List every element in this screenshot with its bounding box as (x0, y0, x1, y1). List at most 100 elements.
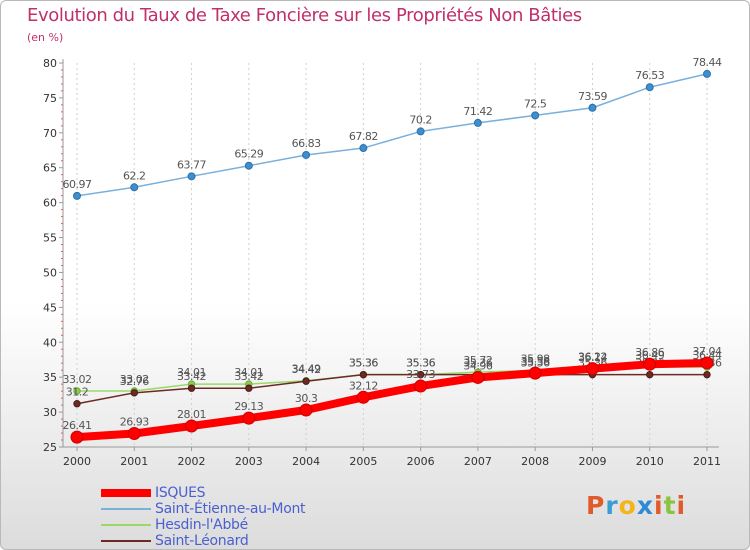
legend-label-saint-leonard: Saint-Léonard (155, 533, 249, 549)
data-point-saint-etienne (359, 144, 368, 153)
data-label-saint-leonard: 35.36 (463, 357, 492, 370)
data-label-saint-etienne: 70.2 (409, 113, 432, 126)
y-tick-label: 30 (43, 406, 57, 419)
logo-letter: i (676, 491, 687, 520)
axes: 25 30 35 40 45 50 55 60 65 70 75 80 2000 2001 2002 2003… (43, 57, 721, 468)
data-label-hesdin: 36.49 (635, 349, 664, 362)
data-label-isques: 26.93 (120, 416, 149, 429)
data-label-hesdin: 34.49 (292, 363, 321, 376)
data-point-saint-leonard (130, 389, 138, 397)
data-label-saint-etienne: 65.29 (234, 148, 263, 161)
data-label-isques: 32.12 (349, 379, 378, 392)
data-label-hesdin: 36.44 (693, 349, 722, 362)
data-label-isques: 37.04 (693, 345, 722, 358)
logo-letter: x (636, 491, 654, 520)
data-label-isques: 26.41 (63, 419, 92, 432)
legend-swatch-isques (101, 489, 151, 497)
legend-label-saint-etienne: Saint-Étienne-au-Mont (155, 501, 306, 517)
data-point-saint-leonard (703, 370, 711, 379)
data-label-isques: 28.01 (177, 408, 206, 421)
data-label-saint-etienne: 66.83 (292, 137, 321, 150)
logo-letter: P (586, 491, 606, 520)
data-label-isques: 30.3 (295, 392, 318, 405)
data-label-saint-etienne: 78.44 (693, 56, 722, 69)
y-tick-label: 40 (43, 336, 57, 349)
data-label-hesdin: 35.72 (463, 354, 492, 367)
data-label-saint-etienne: 71.42 (463, 105, 492, 118)
data-label-hesdin: 35.36 (349, 357, 378, 370)
data-point-saint-leonard (187, 384, 196, 392)
y-tick-label: 65 (43, 162, 57, 175)
data-label-isques: 35.58 (521, 355, 550, 368)
y-tick-label: 60 (43, 197, 57, 210)
y-tick-label: 80 (43, 57, 57, 70)
y-tick-label: 75 (43, 92, 57, 105)
logo-letter: o (618, 491, 637, 520)
data-point-saint-etienne (531, 111, 540, 120)
data-label-saint-leonard: 34.42 (292, 363, 321, 376)
x-tick-label: 2003 (235, 455, 263, 468)
data-point-saint-leonard (73, 400, 81, 408)
legend-item-hesdin[interactable]: Hesdin-l'Abbé (101, 517, 431, 533)
legend-swatch-saint-leonard (101, 540, 151, 542)
data-label-hesdin: 33.02 (63, 373, 92, 386)
data-label-saint-leonard: 35.36 (521, 357, 550, 370)
data-label-saint-leonard: 35.36 (406, 357, 435, 370)
data-label-hesdin: 35.98 (521, 352, 550, 365)
legend-swatch-hesdin (101, 524, 151, 526)
data-label-saint-leonard: 35.36 (349, 357, 378, 370)
data-label-hesdin: 34.01 (177, 366, 206, 379)
data-label-isques: 36.86 (635, 346, 664, 359)
data-point-saint-etienne (645, 83, 654, 92)
data-label-saint-etienne: 76.53 (635, 69, 664, 82)
data-label-isques: 36.22 (578, 351, 607, 364)
data-label-saint-leonard: 33.42 (234, 370, 263, 383)
data-point-isques (528, 366, 542, 380)
x-tick-label: 2001 (120, 455, 148, 468)
data-label-hesdin: 35.36 (406, 357, 435, 370)
y-tick-label: 35 (43, 371, 57, 384)
data-label-saint-leonard: 33.42 (177, 370, 206, 383)
data-point-isques (643, 357, 657, 371)
logo-letter: i (654, 491, 664, 520)
legend-item-saint-leonard[interactable]: Saint-Léonard (101, 533, 431, 549)
x-tick-label: 2000 (63, 455, 91, 468)
data-label-saint-etienne: 73.59 (578, 90, 607, 103)
series-layer: 60.97 62.2 63.77 65.29 66.83 67.82 70.2 71.42 72… (63, 56, 722, 444)
data-point-saint-etienne (187, 172, 196, 181)
series-line-isques (73, 358, 711, 442)
data-point-saint-etienne (302, 150, 311, 159)
x-tick-label: 2007 (464, 455, 492, 468)
data-point-saint-leonard (416, 370, 425, 379)
proxiti-logo: Proxiti (586, 491, 686, 520)
data-point-saint-etienne (130, 183, 139, 192)
data-point-isques (185, 419, 199, 433)
legend-item-isques[interactable]: ISQUES (101, 485, 431, 501)
legend-label-isques: ISQUES (155, 485, 206, 501)
x-tick-label: 2002 (178, 455, 206, 468)
series-saint-etienne: 60.97 62.2 63.77 65.29 66.83 67.82 70.2 71.42 72… (63, 56, 722, 200)
legend: ISQUES Saint-Étienne-au-Mont Hesdin-l'Ab… (101, 485, 431, 549)
series-line-saint-etienne (76, 73, 708, 197)
data-point-isques (414, 379, 428, 393)
data-label-isques: 34.96 (463, 359, 492, 372)
series-line-saint-leonard (76, 373, 708, 405)
data-label-hesdin: 36.14 (578, 351, 607, 364)
unit-label: (en %) (27, 31, 64, 44)
data-point-isques (299, 403, 313, 417)
data-point-saint-leonard (359, 370, 368, 379)
data-point-saint-etienne (244, 161, 253, 170)
legend-item-saint-etienne[interactable]: Saint-Étienne-au-Mont (101, 501, 431, 517)
legend-label-hesdin: Hesdin-l'Abbé (155, 517, 248, 533)
data-label-isques: 33.73 (406, 368, 435, 381)
data-point-hesdin (73, 387, 81, 395)
data-point-isques (700, 356, 714, 370)
x-tick-label: 2004 (292, 455, 320, 468)
y-tick-label: 55 (43, 232, 57, 245)
data-point-saint-etienne (73, 191, 81, 200)
data-point-saint-etienne (416, 127, 425, 136)
x-tick-label: 2005 (349, 455, 377, 468)
